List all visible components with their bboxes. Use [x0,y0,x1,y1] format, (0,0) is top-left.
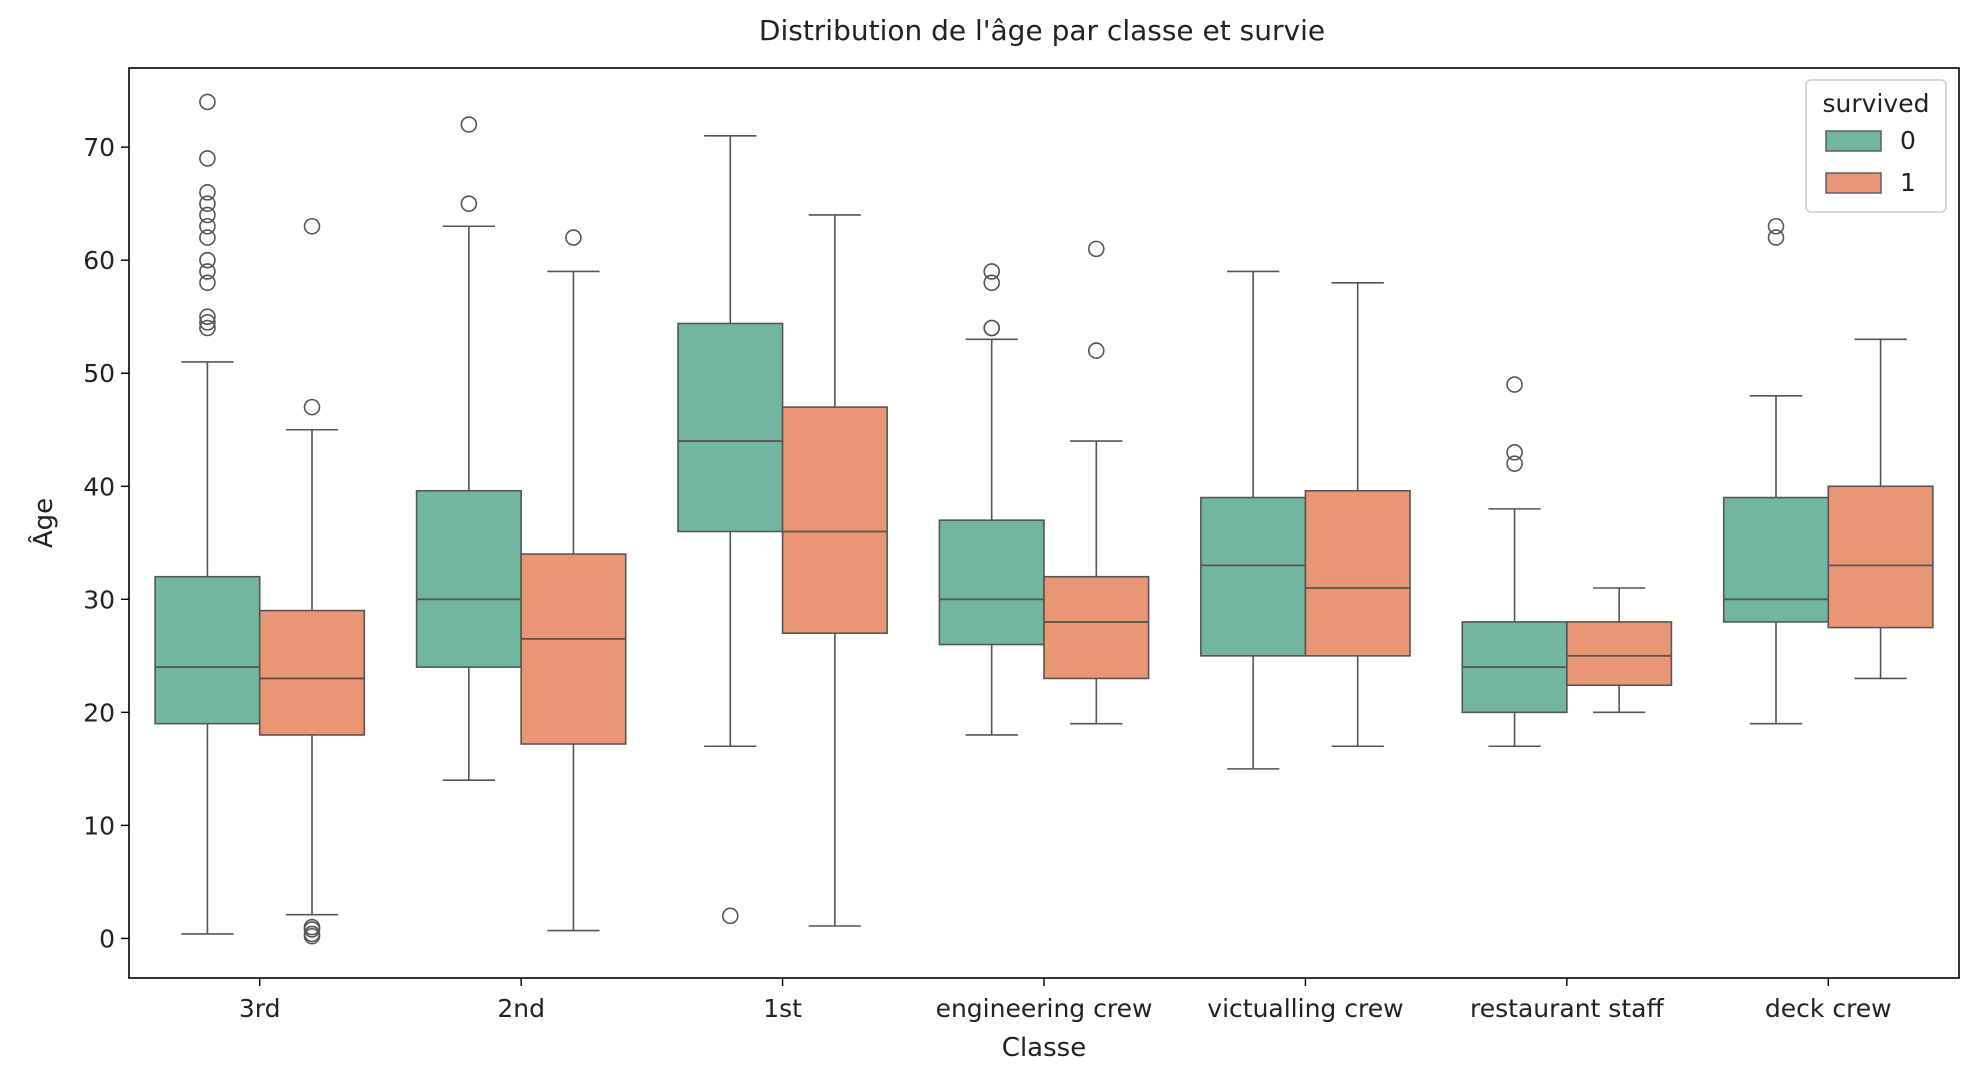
outlier-point [303,398,321,416]
x-tick-label: engineering crew [936,994,1153,1023]
box-group [1722,217,1830,725]
box [1200,496,1307,657]
box [415,489,522,668]
legend-title: survived [1823,89,1930,118]
box [1722,496,1830,623]
outlier-point [1087,240,1105,258]
outlier-point [1087,342,1105,359]
box-group [258,217,366,945]
outlier-point [199,319,216,337]
x-axis-label: Classe [1002,1033,1086,1063]
outlier-point [199,217,216,235]
box-group [1200,270,1307,770]
outlier-point [199,93,216,111]
outlier-point [199,274,216,292]
box-group [1827,338,1934,680]
x-tick-label: 1st [763,994,802,1023]
outlier-point [303,918,321,936]
y-axis: 0 10 20 30 40 50 60 70 [83,133,129,953]
outlier-point [199,314,216,331]
outlier-point [199,263,216,280]
outlier-point [199,251,216,269]
x-tick-label: 3rd [239,994,281,1023]
box [1043,575,1150,680]
x-tick-label: deck crew [1765,994,1892,1023]
outlier-point [1506,376,1523,393]
outlier-point [460,195,478,212]
box [1827,485,1934,629]
box [781,406,888,635]
box-group [781,214,888,927]
box-group [938,263,1045,736]
box [258,609,366,736]
outlier-point [1767,229,1785,246]
outlier-point [983,263,1001,280]
outlier-point [199,150,216,167]
box-group [415,116,522,781]
x-axis: 3rd 2nd 1st engineering crew victualling cre… [239,978,1892,1023]
box-group [1304,281,1411,748]
y-tick-label: 30 [83,585,115,614]
x-tick-label: victualling crew [1207,994,1403,1023]
outlier-point [983,319,1001,337]
y-tick-label: 70 [83,133,115,162]
outlier-point [303,925,321,943]
legend: survived 0 1 [1805,79,1947,213]
y-tick-label: 40 [83,472,115,501]
x-tick-label: 2nd [497,994,545,1023]
outlier-point [199,229,216,246]
plot-area [154,93,1934,945]
box [677,322,784,533]
outlier-point [1767,217,1785,235]
outlier-point [721,907,739,925]
x-tick-label: restaurant staff [1470,994,1664,1023]
outlier-point [199,184,216,201]
y-tick-label: 60 [83,246,115,275]
box [154,575,261,725]
box-group [1461,376,1568,748]
outlier-point [303,217,321,235]
legend-label: 0 [1900,126,1916,155]
box-group [154,93,261,935]
outlier-point [199,308,216,325]
box [938,519,1045,646]
outlier-point [1506,455,1523,472]
y-tick-label: 0 [99,924,115,953]
y-tick-label: 50 [83,359,115,388]
box [1304,489,1411,657]
box-group [1043,240,1150,725]
box-group [520,229,627,932]
outlier-point [460,116,478,133]
legend-swatch [1825,172,1882,194]
box [1566,621,1673,687]
outlier-point [1506,444,1523,461]
outlier-point [199,206,216,224]
y-tick-label: 20 [83,698,115,727]
chart-title: Distribution de l'âge par classe et surv… [759,14,1325,47]
y-tick-label: 10 [83,811,115,840]
outlier-point [983,274,1001,292]
box-group [677,135,784,925]
legend-swatch [1825,130,1882,152]
y-axis-label: Âge [27,498,59,548]
outlier-point [565,229,582,246]
box [520,553,627,745]
outlier-point [199,195,216,212]
box-group [1566,587,1673,714]
legend-label: 1 [1900,168,1916,197]
